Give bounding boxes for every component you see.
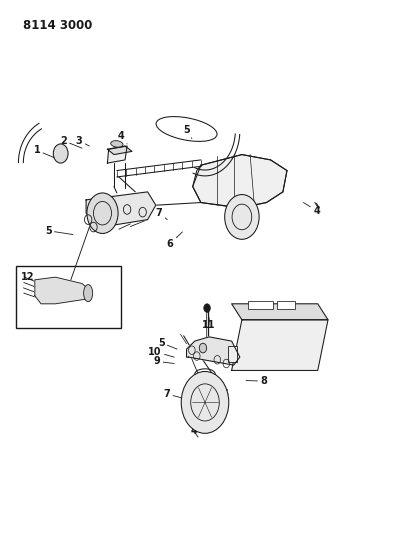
- Polygon shape: [231, 304, 327, 320]
- Polygon shape: [192, 155, 286, 208]
- Polygon shape: [107, 146, 127, 163]
- Text: 8114 3000: 8114 3000: [22, 19, 92, 31]
- Text: 6: 6: [166, 232, 182, 248]
- Circle shape: [181, 372, 228, 433]
- Text: 3: 3: [76, 136, 89, 146]
- Polygon shape: [86, 192, 155, 227]
- Text: 2: 2: [60, 136, 82, 148]
- Text: 11: 11: [202, 318, 215, 330]
- Text: 4: 4: [118, 131, 127, 144]
- Text: 1: 1: [34, 146, 59, 160]
- Polygon shape: [231, 320, 327, 370]
- Ellipse shape: [83, 285, 92, 302]
- Polygon shape: [186, 337, 239, 365]
- Text: 9: 9: [153, 357, 174, 366]
- Circle shape: [203, 304, 210, 312]
- Bar: [276, 301, 294, 309]
- Text: 5: 5: [45, 226, 73, 236]
- Polygon shape: [107, 146, 132, 155]
- Text: 7: 7: [155, 208, 167, 220]
- Polygon shape: [35, 277, 90, 304]
- Text: 5: 5: [183, 125, 191, 139]
- Text: 8: 8: [245, 376, 266, 386]
- Circle shape: [199, 343, 206, 353]
- Bar: [16, 266, 121, 328]
- Text: 6: 6: [213, 388, 227, 399]
- Ellipse shape: [110, 141, 123, 147]
- Text: 7: 7: [163, 389, 188, 400]
- Circle shape: [53, 144, 68, 163]
- Bar: [247, 301, 272, 309]
- Circle shape: [87, 193, 118, 233]
- Text: 12: 12: [21, 272, 35, 282]
- Text: 10: 10: [148, 347, 174, 357]
- Text: 5: 5: [157, 338, 177, 349]
- Circle shape: [224, 195, 258, 239]
- Bar: [227, 346, 236, 362]
- Text: 4: 4: [190, 426, 198, 437]
- Text: 4: 4: [303, 203, 319, 215]
